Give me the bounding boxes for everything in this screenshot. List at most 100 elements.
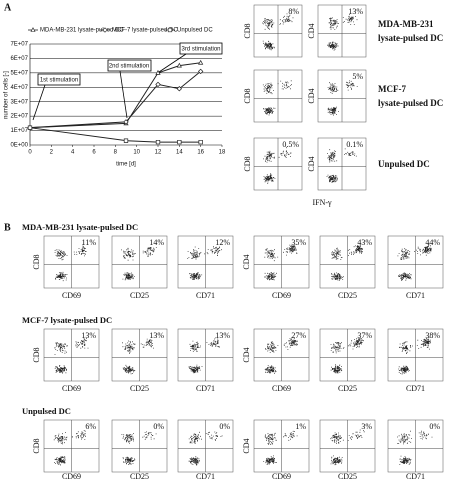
y-axis-label: CD8 [243, 23, 252, 38]
series-line [29, 62, 201, 129]
x-tick-label: 4 [71, 150, 75, 156]
event-dots [121, 247, 157, 281]
event-dots [330, 337, 364, 374]
annotation: 3rd stimulation [181, 47, 220, 53]
y-tick-label: 5E+07 [10, 70, 28, 76]
point [123, 119, 129, 125]
percent-label: 44% [425, 238, 440, 247]
point [155, 139, 161, 145]
arrow [119, 70, 128, 119]
y-axis-label: CD4 [242, 254, 251, 269]
group-title: MDA-MB-231 lysate-pulsed DC [22, 222, 138, 232]
y-axis-label: CD4 [307, 88, 316, 103]
row-label: Unpulsed DC [378, 159, 430, 169]
x-axis-label: CD25 [338, 291, 357, 300]
event-dots [53, 430, 86, 466]
event-dots [262, 80, 292, 116]
event-dots [398, 337, 431, 375]
event-dots [54, 338, 89, 374]
y-tick-label: 7E+07 [10, 42, 28, 48]
series-line [29, 127, 201, 143]
annotation-box [37, 73, 81, 86]
point [176, 86, 183, 92]
percent-label: 12% [215, 238, 230, 247]
row-label: lysate-pulsed DC [378, 98, 443, 108]
event-dots [397, 244, 432, 281]
event-dots [188, 337, 220, 374]
x-axis-label: CD25 [130, 291, 149, 300]
arrow [32, 84, 46, 121]
event-dots [327, 14, 358, 51]
row-label: lysate-pulsed DC [378, 33, 443, 43]
x-tick-label: 0 [28, 150, 32, 156]
event-dots [397, 430, 433, 465]
annotation: 1st stimulation [40, 78, 78, 84]
y-axis-label: CD8 [243, 88, 252, 103]
y-axis-label: CD4 [307, 23, 316, 38]
x-tick-label: 10 [133, 150, 140, 156]
event-dots [121, 431, 157, 465]
y-axis-title: number of cells [-] [4, 71, 10, 119]
percent-label: 38% [425, 331, 440, 340]
annotation-box [179, 42, 223, 55]
percent-label: 8% [288, 7, 299, 16]
y-axis-label: CD8 [243, 156, 252, 171]
x-axis-label: CD69 [272, 472, 291, 481]
x-tick-label: 2 [50, 150, 54, 156]
legend-marker [30, 27, 36, 32]
point [27, 125, 33, 130]
legend-label: Unpulsed DC [177, 28, 213, 34]
percent-label: 13% [149, 331, 164, 340]
percent-label: 0.1% [346, 140, 363, 149]
x-axis-label: CD69 [272, 291, 291, 300]
event-dots [122, 338, 154, 375]
event-dots [188, 431, 223, 466]
y-tick-label: 0E+00 [10, 143, 28, 149]
point [197, 68, 204, 75]
legend-marker [167, 27, 173, 33]
event-dots [331, 245, 363, 281]
event-dots [263, 430, 298, 465]
y-axis-label: CD4 [307, 156, 316, 171]
event-dots [330, 429, 365, 466]
percent-label: 3% [361, 422, 372, 431]
x-axis-label: CD25 [130, 472, 149, 481]
percent-label: 13% [81, 331, 96, 340]
percent-label: 13% [215, 331, 230, 340]
y-tick-label: 1E+07 [10, 128, 28, 134]
y-tick-label: 3E+07 [10, 99, 28, 105]
x-axis-label: CD69 [62, 472, 81, 481]
x-axis-label: CD25 [130, 384, 149, 393]
y-axis-label: CD8 [32, 438, 41, 453]
x-axis-label: CD71 [406, 291, 425, 300]
annotation: 2nd stimulation [109, 64, 149, 70]
event-dots [263, 147, 292, 184]
legend-marker [102, 27, 108, 33]
percent-label: 35% [291, 238, 306, 247]
percent-label: 6% [85, 422, 96, 431]
point [155, 69, 161, 75]
percent-label: 27% [291, 331, 306, 340]
x-axis-label: CD71 [196, 384, 215, 393]
point [155, 81, 161, 88]
point [123, 138, 129, 143]
legend-label: MDA-MB-231 lysate-pulsed DC [40, 28, 124, 34]
percent-label: 43% [357, 238, 372, 247]
percent-label: 0% [429, 422, 440, 431]
y-axis-label: CD4 [242, 438, 251, 453]
event-dots [264, 337, 298, 374]
x-axis-label: CD71 [196, 472, 215, 481]
x-axis-label: CD69 [62, 291, 81, 300]
y-tick-label: 2E+07 [10, 114, 28, 120]
row-label: MCF-7 [378, 84, 406, 94]
event-dots [327, 80, 358, 116]
y-axis-label: CD4 [242, 347, 251, 362]
panel-label: B [4, 222, 11, 233]
event-dots [262, 13, 294, 51]
percent-label: 1% [295, 422, 306, 431]
x-axis-label: CD71 [406, 472, 425, 481]
percent-label: 13% [348, 7, 363, 16]
percent-label: 0.5% [282, 140, 299, 149]
x-axis-label: CD69 [62, 384, 81, 393]
